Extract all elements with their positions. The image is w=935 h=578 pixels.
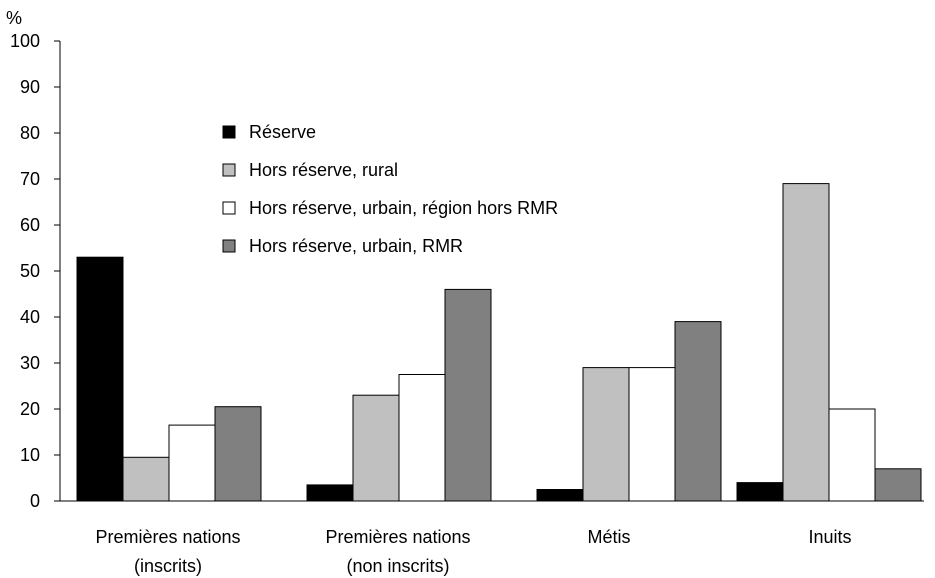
category-label: (inscrits) [134,556,202,576]
bar-0-3 [214,406,262,502]
y-tick-label: 20 [20,399,40,419]
legend-label: Hors réserve, urbain, RMR [249,236,463,256]
category-label: Métis [587,527,630,547]
y-tick-label: 60 [20,215,40,235]
bar-3-3 [874,468,922,502]
bar-0-2 [168,424,216,502]
legend-swatch [222,125,236,139]
bar-2-1 [582,367,630,502]
bars [76,183,922,502]
y-tick-label: 40 [20,307,40,327]
category-labels: Premières nations (inscrits) Premières nat… [95,527,851,576]
bar-3-2 [828,408,876,502]
y-tick-label: 10 [20,445,40,465]
y-tick-label: 80 [20,123,40,143]
legend-label: Hors réserve, urbain, région hors RMR [249,198,558,218]
axes: 0 10 20 30 40 50 60 70 80 90 100 [10,31,924,511]
legend-swatch [222,239,236,253]
bar-3-0 [736,482,784,502]
category-label: Premières nations [95,527,240,547]
legend: Réserve Hors réserve, rural Hors réserve, … [222,122,558,256]
bar-1-0 [306,484,354,502]
bar-1-1 [352,394,400,502]
y-tick-label: 30 [20,353,40,373]
bar-2-3 [674,321,722,502]
bar-3-1 [782,183,830,502]
bar-2-2 [628,367,676,502]
legend-swatch [222,201,236,215]
category-label: Premières nations [325,527,470,547]
y-unit-label: % [6,8,22,28]
y-tick-label: 90 [20,77,40,97]
bar-1-3 [444,288,492,502]
y-tick-label: 100 [10,31,40,51]
category-label: (non inscrits) [346,556,449,576]
bar-0-1 [122,456,170,502]
y-tick-label: 0 [30,491,40,511]
category-label: Inuits [808,527,851,547]
y-tick-label: 50 [20,261,40,281]
bar-0-0 [76,256,124,502]
bar-1-2 [398,374,446,502]
y-tick-label: 70 [20,169,40,189]
legend-swatch [222,163,236,177]
bar-2-0 [536,489,584,502]
legend-label: Hors réserve, rural [249,160,398,180]
legend-label: Réserve [249,122,316,142]
